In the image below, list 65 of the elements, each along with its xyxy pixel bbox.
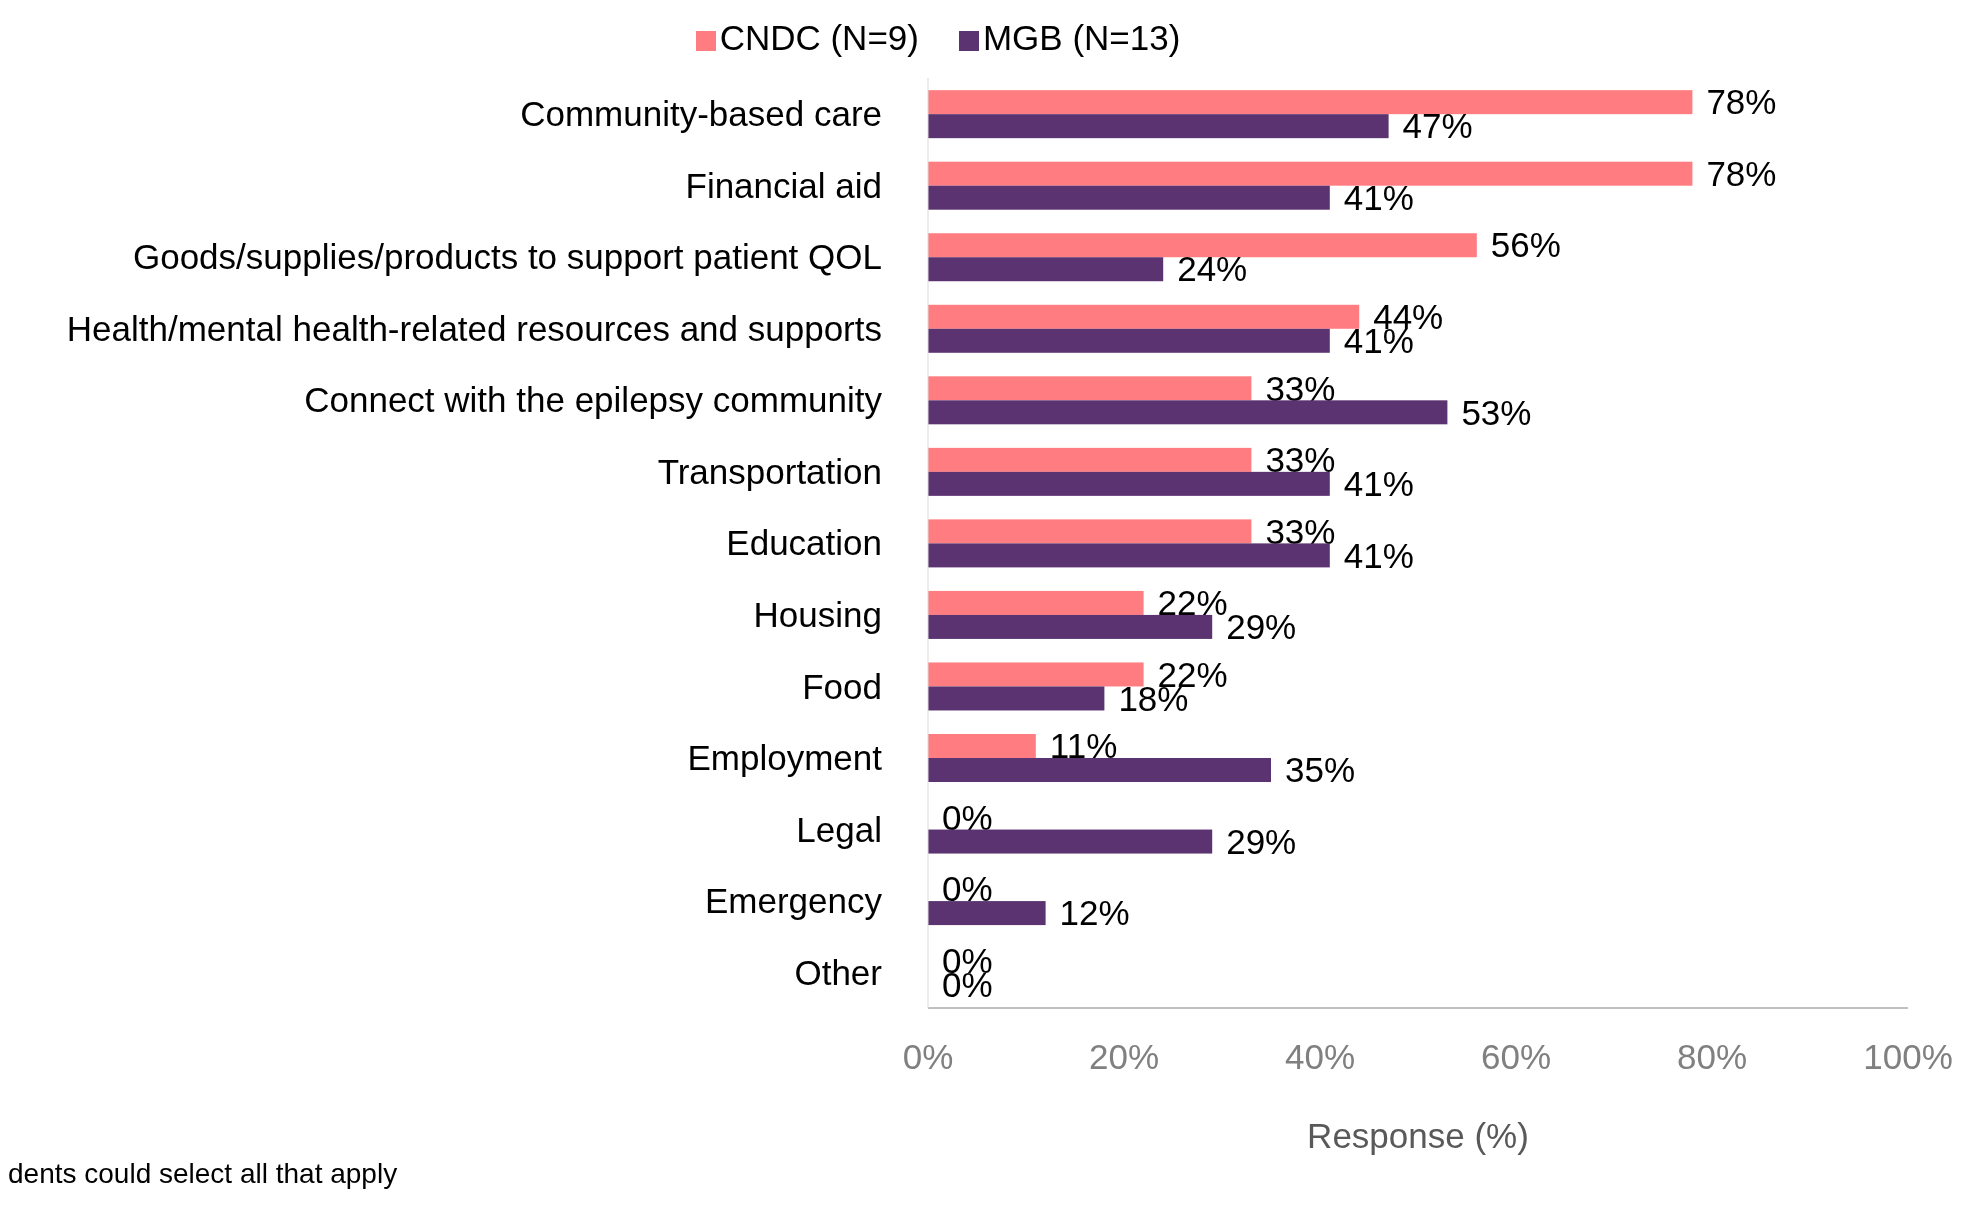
bar	[928, 519, 1252, 544]
x-tick-label: 60%	[1480, 1036, 1552, 1076]
y-tick-label: Employment	[687, 738, 883, 778]
bar	[928, 543, 1330, 568]
data-label: 33%	[1265, 368, 1336, 408]
data-label: 78%	[1706, 153, 1777, 193]
bar	[928, 758, 1271, 783]
data-label: 11%	[1049, 726, 1118, 766]
bar	[928, 734, 1036, 759]
bar	[928, 328, 1330, 353]
x-tick-label: 100%	[1863, 1036, 1953, 1076]
bar	[928, 257, 1164, 282]
y-tick-label: Food	[802, 666, 882, 706]
bar	[928, 471, 1330, 496]
x-tick-label: 80%	[1676, 1036, 1748, 1076]
y-tick-label: Community-based care	[520, 94, 882, 134]
data-label: 33%	[1265, 511, 1336, 551]
data-label: 41%	[1343, 464, 1414, 504]
data-label: 33%	[1265, 440, 1336, 480]
x-tick-label: 20%	[1088, 1036, 1160, 1076]
data-label: 0%	[942, 869, 993, 909]
y-tick-label: Transportation	[657, 451, 882, 491]
data-label: 53%	[1461, 392, 1532, 432]
y-tick-label: Connect with the epilepsy community	[304, 380, 883, 420]
bar	[928, 662, 1144, 687]
data-label: 0%	[942, 797, 993, 837]
x-tick-label: 40%	[1284, 1036, 1356, 1076]
bar	[928, 90, 1693, 115]
data-label: 12%	[1059, 893, 1130, 933]
bar	[928, 829, 1213, 854]
bar	[928, 590, 1144, 615]
bar	[928, 233, 1477, 258]
text: dents could select all that apply	[8, 1158, 398, 1190]
data-label: 78%	[1706, 82, 1777, 122]
bar	[928, 400, 1448, 425]
y-tick-label: Other	[794, 952, 883, 992]
y-tick-label: Financial aid	[685, 165, 882, 205]
data-label: 56%	[1490, 225, 1561, 265]
bar	[928, 304, 1360, 329]
x-tick-label: 0%	[902, 1036, 954, 1076]
data-label: 47%	[1402, 106, 1473, 146]
data-label: 41%	[1343, 535, 1414, 575]
y-tick-label: Goods/supplies/products to support patient QOL	[132, 237, 882, 277]
bar	[928, 114, 1389, 139]
data-label: 35%	[1285, 750, 1356, 790]
data-label: 41%	[1343, 177, 1414, 217]
y-tick-label: Education	[726, 523, 882, 563]
bar	[928, 185, 1330, 210]
y-tick-label: Housing	[753, 594, 882, 634]
bar	[928, 161, 1693, 186]
bar	[928, 686, 1105, 711]
y-tick-label: Health/mental health-related resources and supports	[66, 308, 882, 348]
data-label: 29%	[1226, 607, 1297, 647]
x-axis-title: Response (%)	[1307, 1116, 1529, 1155]
y-tick-label: Legal	[796, 809, 882, 849]
data-label: 22%	[1157, 583, 1228, 623]
bar	[928, 447, 1252, 472]
bar	[928, 614, 1213, 639]
legend-label: CNDC (N=9)	[719, 18, 919, 57]
legend-label: MGB (N=13)	[982, 18, 1181, 57]
data-label: 29%	[1226, 821, 1297, 861]
data-label: 24%	[1177, 249, 1248, 289]
y-tick-label: Emergency	[704, 881, 883, 921]
bar	[928, 376, 1252, 401]
bar	[928, 901, 1046, 926]
